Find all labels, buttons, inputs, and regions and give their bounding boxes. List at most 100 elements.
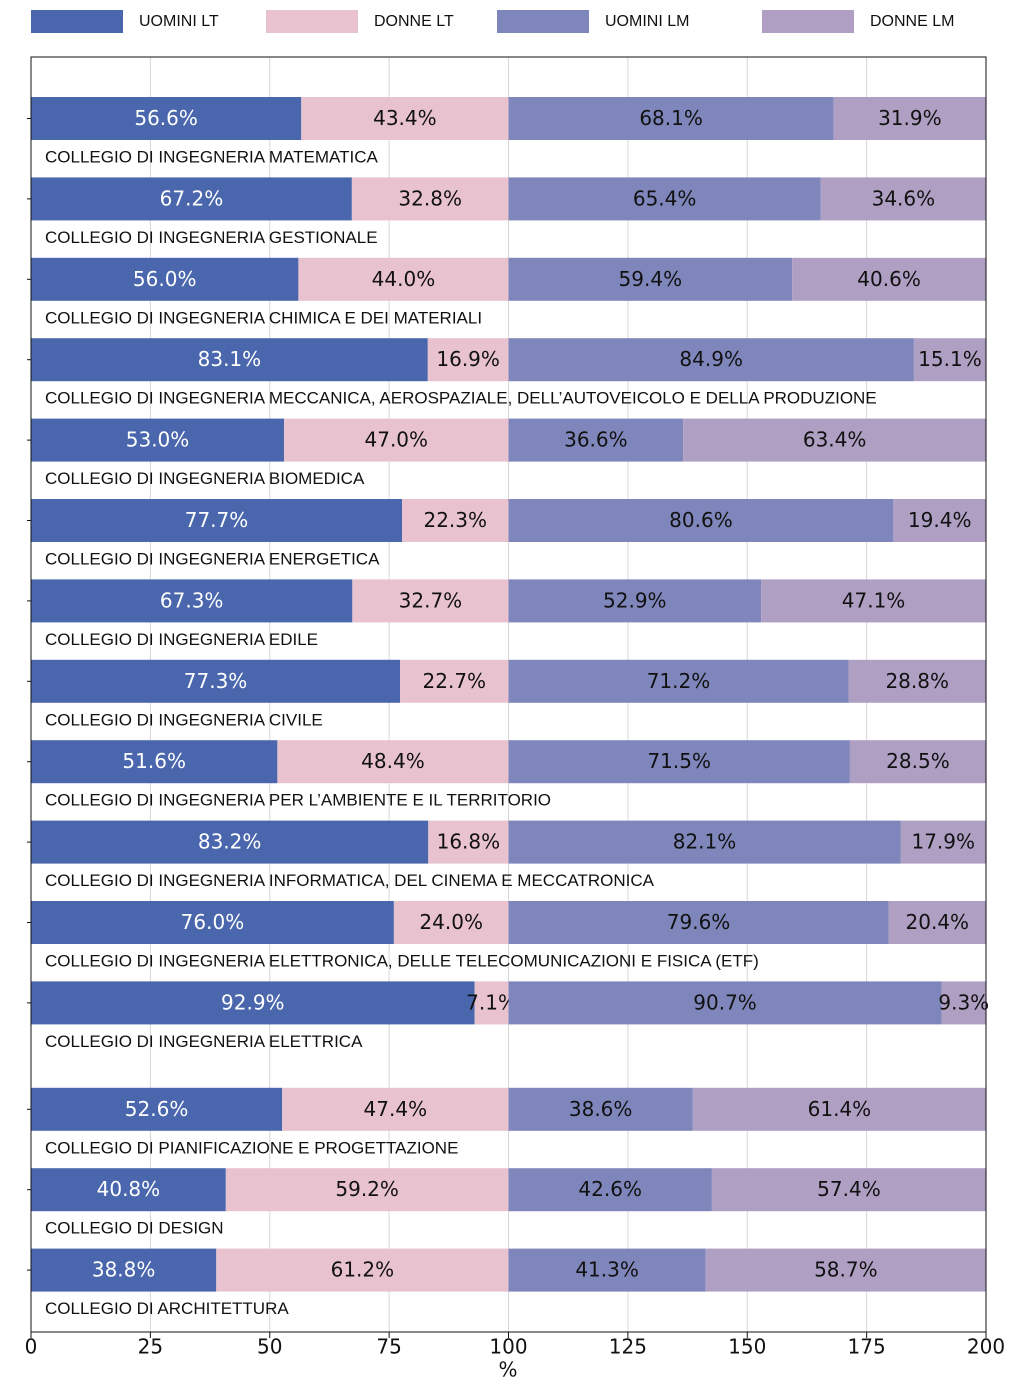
- value-label: 40.8%: [97, 1177, 161, 1201]
- category-label: COLLEGIO DI INGEGNERIA ELETTRONICA, DELL…: [45, 951, 759, 970]
- bar-segment: [301, 97, 509, 140]
- x-axis-label: %: [498, 1358, 517, 1379]
- category-label: COLLEGIO DI INGEGNERIA INFORMATICA, DEL …: [45, 871, 655, 890]
- category-label: COLLEGIO DI INGEGNERIA CHIMICA E DEI MAT…: [45, 308, 482, 327]
- x-tick-label: 25: [138, 1335, 163, 1359]
- category-label: COLLEGIO DI DESIGN: [45, 1219, 224, 1238]
- value-label: 19.4%: [908, 508, 972, 532]
- value-label: 82.1%: [673, 830, 737, 854]
- plot-frame: [30, 56, 987, 1333]
- x-tick-label: 125: [609, 1335, 647, 1359]
- value-label: 59.4%: [619, 267, 683, 291]
- bar-segment: [849, 740, 986, 784]
- bar-segment: [277, 740, 509, 784]
- value-label: 63.4%: [803, 428, 867, 452]
- legend-label: UOMINI LM: [605, 13, 689, 30]
- x-tick-label: 175: [848, 1335, 886, 1359]
- value-label: 80.6%: [669, 508, 733, 532]
- value-label: 40.6%: [857, 267, 921, 291]
- value-label: 65.4%: [633, 186, 697, 210]
- value-label: 67.2%: [160, 186, 224, 210]
- value-label: 20.4%: [906, 910, 970, 934]
- category-label: COLLEGIO DI INGEGNERIA ENERGETICA: [45, 549, 380, 568]
- value-label: 59.2%: [335, 1177, 399, 1201]
- x-tick-label: 75: [376, 1335, 401, 1359]
- value-label: 52.6%: [125, 1097, 189, 1121]
- bar-segment: [888, 901, 986, 944]
- bar-segment: [31, 338, 428, 382]
- bar-segment: [31, 901, 394, 944]
- bar-segment: [508, 740, 850, 784]
- value-label: 17.9%: [911, 830, 975, 854]
- value-label: 44.0%: [372, 267, 436, 291]
- value-label: 36.6%: [564, 428, 628, 452]
- legend-label: DONNE LM: [870, 13, 954, 30]
- bar-segment: [508, 257, 793, 301]
- bar-segment: [508, 1168, 712, 1212]
- category-label: COLLEGIO DI INGEGNERIA MECCANICA, AEROSP…: [45, 389, 877, 408]
- bar-segment: [31, 418, 285, 462]
- value-label: 31.9%: [878, 106, 942, 130]
- value-label: 34.6%: [872, 186, 936, 210]
- value-label: 90.7%: [693, 990, 757, 1014]
- bar-segment: [31, 1248, 217, 1292]
- bar-segment: [913, 338, 986, 382]
- value-label: 52.9%: [603, 588, 667, 612]
- bar-segment: [351, 177, 509, 221]
- bar-segment: [31, 659, 401, 703]
- bar-segment: [900, 820, 986, 864]
- category-label: COLLEGIO DI INGEGNERIA PER L’AMBIENTE E …: [45, 791, 551, 810]
- category-label: COLLEGIO DI INGEGNERIA ELETTRICA: [45, 1032, 363, 1051]
- value-label: 42.6%: [578, 1177, 642, 1201]
- value-label: 16.8%: [437, 830, 501, 854]
- value-label: 16.9%: [436, 347, 500, 371]
- value-label: 84.9%: [679, 347, 743, 371]
- value-label: 47.0%: [365, 428, 429, 452]
- value-label: 32.8%: [398, 186, 462, 210]
- value-label: 61.2%: [331, 1258, 395, 1282]
- value-label: 67.3%: [160, 588, 224, 612]
- bar-segment: [427, 338, 509, 382]
- bar-segment: [711, 1168, 986, 1212]
- bar-segment: [508, 820, 901, 864]
- bar-segment: [428, 820, 509, 864]
- value-label: 9.3%: [938, 990, 989, 1014]
- legend-swatch: [266, 10, 358, 33]
- bar-segment: [352, 579, 509, 623]
- legend-swatch: [762, 10, 854, 33]
- bar-segment: [820, 177, 986, 221]
- bar-segment: [508, 499, 894, 542]
- bar-segment: [508, 659, 849, 703]
- x-tick-label: 150: [728, 1335, 766, 1359]
- value-label: 47.1%: [842, 588, 906, 612]
- x-tick-label: 100: [489, 1335, 527, 1359]
- bar-segment: [508, 579, 762, 623]
- bar-segment: [508, 901, 889, 944]
- bar-segment: [402, 499, 509, 542]
- bar-segment: [508, 177, 821, 221]
- value-label: 92.9%: [221, 990, 285, 1014]
- x-tick-label: 200: [967, 1335, 1005, 1359]
- x-tick-label: 0: [25, 1335, 38, 1359]
- value-label: 41.3%: [575, 1258, 639, 1282]
- bar-segment: [474, 981, 509, 1025]
- category-label: COLLEGIO DI INGEGNERIA EDILE: [45, 630, 318, 649]
- value-label: 22.7%: [423, 669, 487, 693]
- value-label: 83.1%: [198, 347, 262, 371]
- value-label: 32.7%: [399, 588, 463, 612]
- category-label: COLLEGIO DI INGEGNERIA GESTIONALE: [45, 228, 378, 247]
- bar-segment: [282, 1087, 509, 1131]
- value-label: 28.8%: [885, 669, 949, 693]
- bar-segment: [31, 97, 302, 140]
- category-label: COLLEGIO DI INGEGNERIA MATEMATICA: [45, 147, 378, 166]
- bar-segment: [31, 579, 353, 623]
- value-label: 28.5%: [886, 749, 950, 773]
- value-label: 71.5%: [647, 749, 711, 773]
- bar-segment: [31, 177, 352, 221]
- value-label: 61.4%: [808, 1097, 872, 1121]
- bar-segment: [31, 1168, 226, 1212]
- value-label: 83.2%: [198, 830, 262, 854]
- bar-segment: [761, 579, 986, 623]
- bar-segment: [216, 1248, 509, 1292]
